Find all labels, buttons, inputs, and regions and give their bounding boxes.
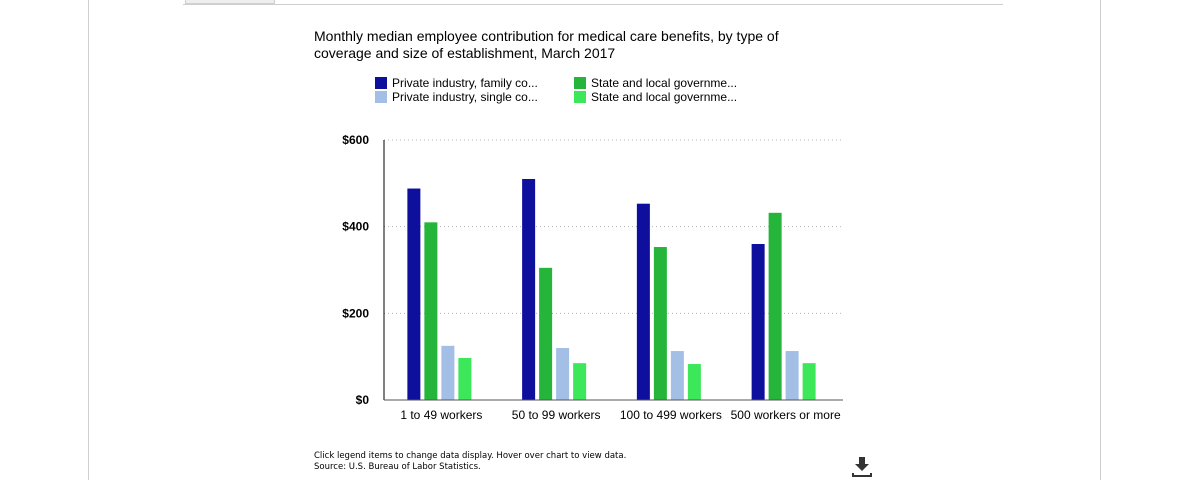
legend-item[interactable]: State and local governme...: [574, 76, 737, 90]
bar[interactable]: [539, 267, 553, 400]
legend-swatch: [375, 91, 387, 103]
bar[interactable]: [441, 345, 455, 400]
bar[interactable]: [802, 363, 816, 400]
x-axis: 1 to 49 workers 50 to 99 workers 100 to 49…: [384, 399, 843, 422]
legend-label: State and local governme...: [591, 76, 737, 90]
bar[interactable]: [573, 363, 587, 400]
x-tick-label: 100 to 499 workers: [620, 408, 722, 422]
bar[interactable]: [522, 179, 536, 400]
gridlines: [384, 139, 843, 314]
bar[interactable]: [653, 247, 667, 400]
legend-item[interactable]: Private industry, family co...: [375, 76, 538, 90]
y-axis: $0 $200 $400 $600: [342, 133, 385, 407]
bar[interactable]: [751, 244, 765, 400]
bar[interactable]: [424, 222, 438, 400]
bar[interactable]: [768, 212, 782, 400]
footer-source: Source: U.S. Bureau of Labor Statistics.: [314, 462, 481, 472]
y-tick-label: $0: [356, 393, 370, 407]
bar[interactable]: [785, 351, 799, 400]
legend-label: Private industry, single co...: [392, 90, 538, 104]
x-tick-label: 1 to 49 workers: [400, 408, 482, 422]
bar[interactable]: [556, 348, 570, 400]
legend-item[interactable]: Private industry, single co...: [375, 90, 538, 104]
legend-label: State and local governme...: [591, 90, 737, 104]
tab[interactable]: [185, 0, 275, 4]
legend-swatch: [574, 91, 586, 103]
bars[interactable]: [407, 179, 816, 400]
legend-label: Private industry, family co...: [392, 76, 538, 90]
x-tick-label: 50 to 99 workers: [512, 408, 601, 422]
bar[interactable]: [687, 364, 701, 400]
download-icon: [852, 457, 872, 477]
download-button[interactable]: [850, 454, 874, 478]
chart-title: Monthly median employee contribution for…: [314, 28, 779, 61]
bar[interactable]: [458, 357, 472, 400]
x-tick-label: 500 workers or more: [731, 408, 841, 422]
y-tick-label: $200: [342, 306, 369, 320]
y-tick-label: $400: [342, 220, 369, 234]
tab-strip: [183, 0, 1003, 5]
legend: Private industry, family co... State and …: [375, 76, 737, 104]
footer-instructions: Click legend items to change data displa…: [314, 451, 627, 461]
y-tick-label: $600: [342, 133, 369, 147]
bar[interactable]: [670, 351, 684, 400]
bar[interactable]: [636, 203, 650, 400]
legend-swatch: [574, 77, 586, 89]
legend-item[interactable]: State and local governme...: [574, 90, 737, 104]
bar[interactable]: [407, 188, 421, 400]
content-panel: [88, 0, 1101, 480]
chart-footer: Click legend items to change data displa…: [314, 451, 626, 473]
legend-swatch: [375, 77, 387, 89]
